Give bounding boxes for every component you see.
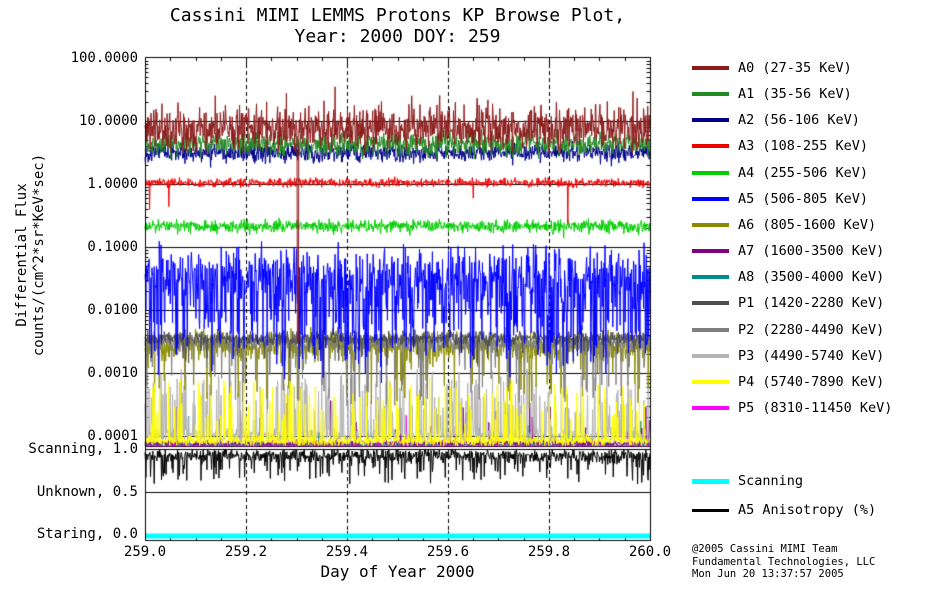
- y-axis-title-line1: Differential Flux: [14, 183, 30, 327]
- y-tick-label-1: 10.0000: [78, 113, 138, 129]
- legend-swatch-p1: [692, 301, 729, 306]
- legend-swatch-p5: [692, 405, 729, 410]
- legend-item-p4: P4 (5740-7890 KeV): [692, 374, 884, 390]
- legend-label-a5: A5 (506-805 KeV): [738, 190, 869, 207]
- legend-label-p2: P2 (2280-4490 KeV): [738, 321, 885, 338]
- legend-label-a7: A7 (1600-3500 KeV): [738, 243, 885, 260]
- legend-item-a6: A6 (805-1600 KeV): [692, 217, 876, 233]
- legend-label-a0: A0 (27-35 KeV): [738, 60, 852, 76]
- legend-swatch-a0: [692, 66, 729, 70]
- y-tick-label-5: 0.0010: [87, 365, 138, 381]
- legend-label-a8: A8 (3500-4000 KeV): [738, 269, 885, 286]
- legend-swatch-aniso: [692, 508, 729, 512]
- legend-label-a4: A4 (255-506 KeV): [738, 164, 869, 181]
- y-tick-label-2: 1.0000: [87, 176, 138, 192]
- legend-item-a1: A1 (35-56 KeV): [692, 86, 852, 102]
- legend-swatch-scan: [692, 478, 729, 484]
- legend-label-a2: A2 (56-106 KeV): [738, 112, 860, 129]
- legend-swatch-a8: [692, 275, 729, 280]
- credits-line2: Fundamental Technologies, LLC: [692, 555, 876, 568]
- plot-title: Cassini MIMI LEMMS Protons KP Browse Plo…: [145, 5, 650, 47]
- legend-swatch-a5: [692, 196, 729, 201]
- legend-swatch-a6: [692, 222, 729, 227]
- x-tick-label-0: 259.0: [123, 544, 167, 560]
- legend-item-aniso: A5 Anisotropy (%): [692, 502, 876, 518]
- mode-tick-label-0: Scanning, 1.0: [28, 441, 138, 457]
- x-tick-label-3: 259.6: [426, 544, 470, 560]
- credits: @2005 Cassini MIMI Team Fundamental Tech…: [692, 543, 875, 581]
- mode-tick-label-1: Unknown, 0.5: [36, 483, 138, 500]
- legend-label-p3: P3 (4490-5740 KeV): [738, 347, 885, 364]
- legend-label-aniso: A5 Anisotropy (%): [738, 502, 877, 518]
- legend-item-p3: P3 (4490-5740 KeV): [692, 348, 884, 364]
- legend-label-a3: A3 (108-255 KeV): [738, 138, 869, 155]
- legend-item-a2: A2 (56-106 KeV): [692, 112, 860, 128]
- legend-swatch-a3: [692, 144, 729, 149]
- credits-line1: @2005 Cassini MIMI Team: [692, 543, 838, 555]
- x-tick-label-2: 259.4: [325, 544, 369, 560]
- legend-swatch-a1: [692, 92, 729, 97]
- legend-label-scan: Scanning: [738, 473, 804, 489]
- legend-swatch-p3: [692, 353, 729, 358]
- legend-swatch-p2: [692, 327, 729, 332]
- legend-item-p5: P5 (8310-11450 KeV): [692, 400, 892, 416]
- y-axis-title-line2: counts/(cm^2*sr*KeV*sec): [31, 153, 47, 357]
- legend-item-scan: Scanning: [692, 473, 803, 489]
- legend-item-p1: P1 (1420-2280 KeV): [692, 295, 884, 311]
- legend-swatch-a4: [692, 170, 729, 175]
- legend-label-p5: P5 (8310-11450 KeV): [738, 399, 893, 416]
- legend-item-a4: A4 (255-506 KeV): [692, 165, 868, 181]
- legend-item-p2: P2 (2280-4490 KeV): [692, 322, 884, 338]
- y-tick-label-3: 0.1000: [87, 239, 138, 255]
- x-tick-label-1: 259.2: [224, 544, 268, 560]
- legend-label-a1: A1 (35-56 KeV): [738, 86, 852, 103]
- x-axis-title: Day of Year 2000: [320, 562, 475, 581]
- legend-label-a6: A6 (805-1600 KeV): [738, 216, 877, 233]
- plot-title-line2: Year: 2000 DOY: 259: [294, 26, 501, 47]
- x-tick-label-5: 260.0: [628, 544, 672, 560]
- legend-swatch-a7: [692, 249, 729, 254]
- legend-item-a0: A0 (27-35 KeV): [692, 60, 852, 76]
- y-tick-label-4: 0.0100: [87, 302, 138, 318]
- legend-item-a8: A8 (3500-4000 KeV): [692, 269, 884, 285]
- credits-line3: Mon Jun 20 13:37:57 2005: [692, 568, 844, 580]
- legend-item-a7: A7 (1600-3500 KeV): [692, 243, 884, 259]
- legend-label-p4: P4 (5740-7890 KeV): [738, 373, 885, 390]
- x-tick-label-4: 259.8: [527, 544, 571, 560]
- legend-item-a5: A5 (506-805 KeV): [692, 191, 868, 207]
- mode-tick-label-2: Staring, 0.0: [36, 526, 138, 542]
- y-tick-label-6: 0.0001: [87, 428, 138, 444]
- legend-swatch-a2: [692, 118, 729, 123]
- legend-swatch-p4: [692, 379, 729, 384]
- y-tick-label-0: 100.0000: [70, 50, 138, 66]
- y-axis-title: Differential Flux counts/(cm^2*sr*KeV*se…: [14, 55, 48, 455]
- legend-label-p1: P1 (1420-2280 KeV): [738, 295, 885, 312]
- legend-item-a3: A3 (108-255 KeV): [692, 138, 868, 154]
- plot-title-line1: Cassini MIMI LEMMS Protons KP Browse Plo…: [169, 5, 626, 26]
